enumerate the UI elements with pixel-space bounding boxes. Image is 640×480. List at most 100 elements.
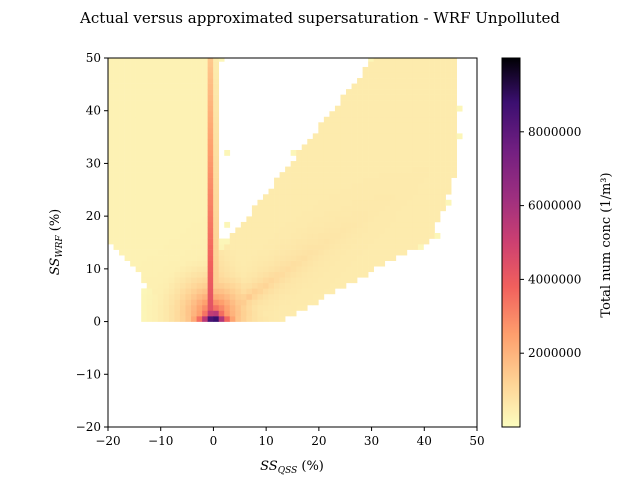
heat-cell — [179, 205, 186, 212]
heat-cell — [434, 216, 441, 223]
heat-cell — [119, 100, 125, 107]
heat-cell — [251, 299, 258, 306]
heat-cell — [113, 155, 120, 162]
heat-cell — [157, 304, 164, 311]
heat-cell — [196, 282, 203, 289]
heat-cell — [362, 105, 369, 112]
heat-cell — [395, 177, 402, 184]
heat-cell — [146, 138, 153, 145]
heat-cell — [406, 172, 413, 178]
heat-cell — [157, 205, 164, 212]
heat-cell — [312, 194, 319, 201]
heat-cell — [168, 105, 175, 112]
heat-cell — [323, 216, 330, 223]
heat-cell — [191, 210, 197, 217]
heat-cell — [185, 288, 192, 295]
heat-cell — [423, 72, 430, 79]
heat-cell — [268, 244, 275, 250]
heat-cell — [157, 288, 164, 295]
heat-cell — [445, 83, 452, 90]
heat-cell — [329, 282, 336, 289]
heat-cell — [307, 238, 314, 245]
heat-cell — [130, 244, 136, 250]
heat-cell — [174, 72, 181, 79]
heat-cell — [146, 83, 153, 90]
heat-cell — [351, 210, 358, 217]
heat-cell — [274, 288, 280, 295]
heat-cell — [218, 266, 225, 273]
heat-cell — [323, 238, 330, 245]
heat-cell — [146, 133, 153, 140]
heat-cell — [329, 205, 336, 212]
heat-cell — [191, 72, 197, 79]
heat-cell — [179, 161, 186, 167]
heat-cell — [429, 161, 435, 167]
heat-cell — [323, 172, 330, 178]
heat-cell — [262, 266, 269, 273]
heat-cell — [368, 238, 374, 245]
heat-cell — [196, 127, 203, 134]
heat-cell — [213, 299, 220, 306]
heat-cell — [246, 293, 253, 300]
heat-cell — [185, 199, 192, 206]
heat-cell — [417, 188, 424, 195]
heat-cell — [412, 105, 419, 112]
heat-cell — [141, 199, 148, 206]
heat-cell — [301, 260, 308, 267]
heat-cell — [179, 210, 186, 217]
heat-cell — [346, 205, 352, 212]
heat-cell — [130, 188, 136, 195]
heat-cell — [401, 144, 408, 151]
heat-cell — [202, 249, 208, 256]
heat-cell — [318, 122, 325, 129]
heat-cell — [351, 138, 358, 145]
heat-cell — [312, 144, 319, 151]
heat-cell — [312, 221, 319, 228]
heat-cell — [185, 166, 192, 173]
heat-cell — [384, 122, 391, 129]
heat-cell — [240, 293, 247, 300]
heat-cell — [124, 216, 131, 223]
heat-cell — [124, 244, 131, 250]
heat-cell — [312, 138, 319, 145]
heat-cell — [108, 111, 114, 118]
heat-cell — [384, 216, 391, 223]
heat-cell — [141, 138, 148, 145]
heat-cell — [417, 166, 424, 173]
heat-cell — [113, 205, 120, 212]
heat-cell — [346, 199, 352, 206]
heat-cell — [351, 271, 358, 278]
heat-cell — [423, 116, 430, 123]
heat-cell — [357, 155, 363, 162]
heat-cell — [368, 205, 374, 212]
heat-cell — [412, 83, 419, 90]
heat-cell — [434, 133, 441, 140]
heat-cell — [163, 116, 170, 123]
heat-cell — [113, 116, 120, 123]
heat-cell — [157, 149, 164, 156]
heat-cell — [373, 249, 380, 256]
heat-cell — [312, 271, 319, 278]
heat-cell — [224, 266, 231, 273]
heat-cell — [196, 149, 203, 156]
heat-cell — [179, 83, 186, 90]
heat-cell — [135, 260, 142, 267]
heat-cell — [290, 205, 297, 212]
heat-cell — [384, 210, 391, 217]
heat-cell — [185, 177, 192, 184]
heat-cell — [191, 216, 197, 223]
heat-cell — [445, 116, 452, 123]
heat-cell — [440, 94, 446, 101]
heat-cell — [429, 94, 435, 101]
heat-cell — [146, 227, 153, 234]
heat-cell — [417, 105, 424, 112]
heat-cell — [157, 316, 164, 322]
heat-cell — [429, 233, 435, 239]
heat-cell — [146, 94, 153, 101]
heat-cell — [362, 260, 369, 267]
heat-cell — [406, 111, 413, 118]
heat-cell — [362, 210, 369, 217]
heat-cell — [296, 194, 303, 201]
heat-cell — [329, 138, 336, 145]
